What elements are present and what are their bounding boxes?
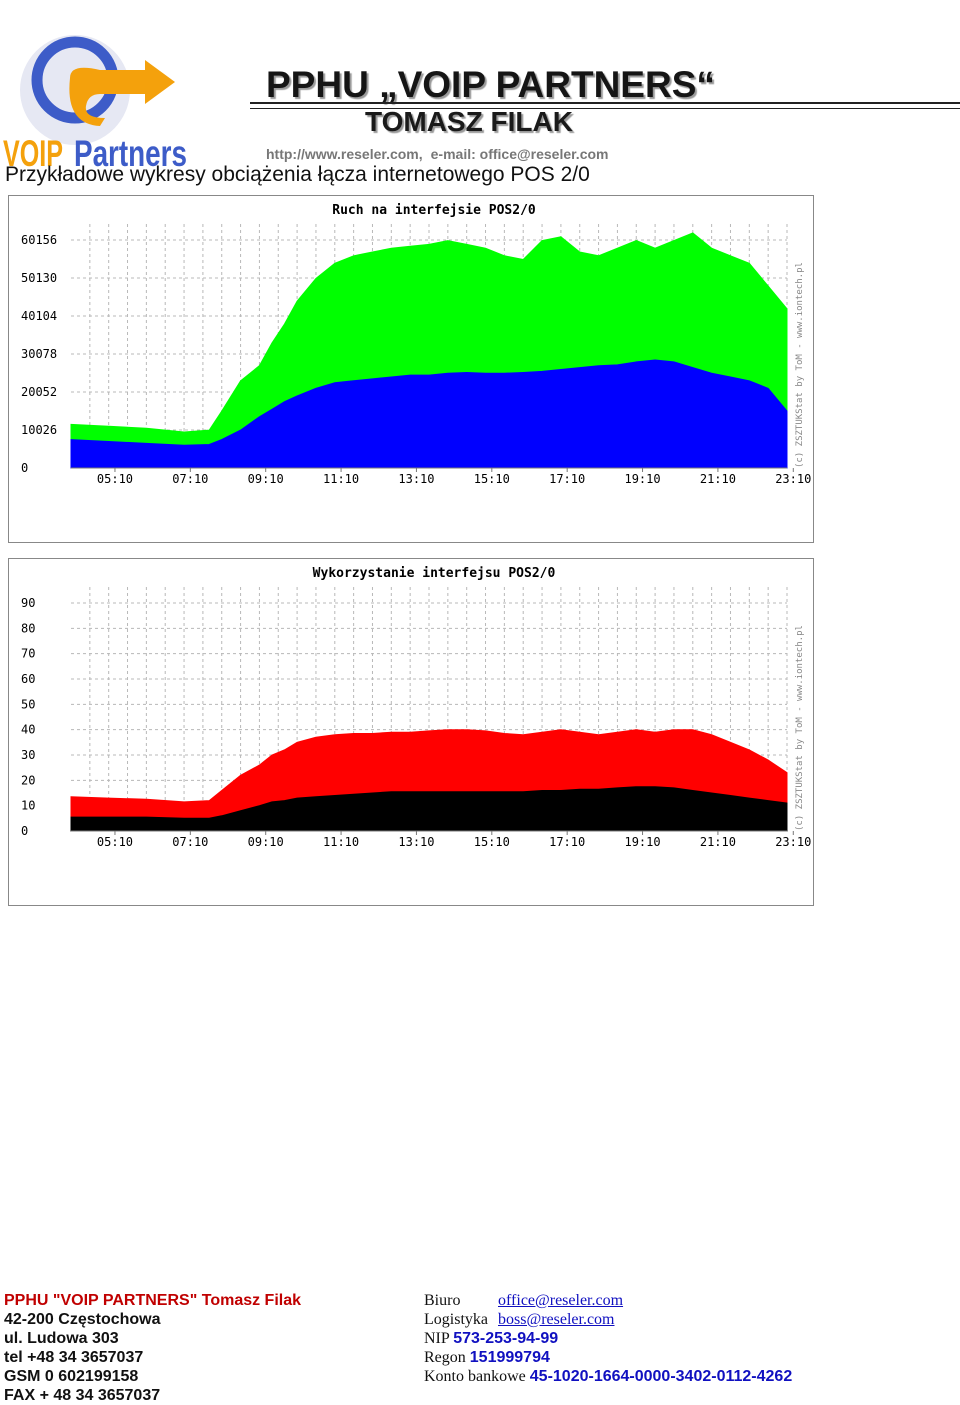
x-tick-label: 07:10 (172, 835, 208, 849)
x-tick-label: 11:10 (323, 472, 359, 486)
y-tick-label: 30 (21, 748, 35, 762)
traffic-chart-panel: Ruch na interfejsie POS2/0 0 10026 20052 300… (8, 195, 814, 543)
footer-address: PPHU "VOIP PARTNERS" Tomasz Filak 42-200… (4, 1291, 301, 1405)
footer-regon-label: Regon (424, 1349, 466, 1366)
x-tick-label: 21:10 (700, 472, 736, 486)
y-tick-label: 80 (21, 621, 35, 635)
y-tick-label: 70 (21, 647, 35, 661)
y-tick-label: 50130 (21, 271, 57, 285)
x-tick-label: 07:10 (172, 472, 208, 486)
header-email-link[interactable]: e-mail: office@reseler.com (430, 146, 609, 162)
y-tick-label: 20 (21, 773, 35, 787)
footer-company: PPHU "VOIP PARTNERS" Tomasz Filak (4, 1292, 302, 1309)
chart-title: Ruch na interfejsie POS2/0 (332, 203, 536, 218)
footer-fax: FAX + 48 34 3657037 (4, 1387, 161, 1404)
y-tick-label: 60 (21, 672, 35, 686)
x-tick-label: 17:10 (549, 472, 585, 486)
page-subtitle: Przykładowe wykresy obciążenia łącza int… (5, 163, 590, 186)
x-tick-label: 23:10 (775, 472, 811, 486)
x-tick-label: 13:10 (398, 472, 434, 486)
y-tick-label: 20052 (21, 385, 57, 399)
chart-watermark: (c) ZSZTUKStat by ToM - www.iontech.pl (795, 262, 805, 468)
x-tick-label: 05:10 (97, 472, 133, 486)
y-tick-label: 40 (21, 723, 35, 737)
footer-biuro-label: Biuro (424, 1292, 461, 1309)
y-tick-label: 90 (21, 596, 35, 610)
x-tick-label: 15:10 (474, 835, 510, 849)
utilization-chart-panel: Wykorzystanie interfejsu POS2/0 0 10 20 30 40… (8, 558, 814, 906)
footer-konto: 45-1020-1664-0000-3402-0112-4262 (529, 1368, 793, 1385)
x-tick-label: 17:10 (549, 835, 585, 849)
svg-text:Partners: Partners (74, 133, 187, 173)
footer-biuro-email[interactable]: office@reseler.com (498, 1292, 624, 1309)
footer-logistyka-label: Logistyka (424, 1311, 488, 1328)
x-tick-label: 15:10 (474, 472, 510, 486)
x-tick-label: 19:10 (624, 472, 660, 486)
footer-street: ul. Ludowa 303 (4, 1330, 119, 1347)
footer-konto-label: Konto bankowe (424, 1368, 526, 1385)
y-tick-label: 60156 (21, 233, 57, 247)
header-contact: http://www.reseler.com, e-mail: office@re… (266, 146, 608, 162)
y-tick-label: 0 (21, 824, 28, 838)
footer-regon: 151999794 (469, 1349, 550, 1366)
header-owner-name: TOMASZ FILAK (365, 106, 573, 137)
footer-contacts: Biuro office@reseler.com Logistyka boss@re… (424, 1291, 792, 1386)
footer-tel: tel +48 34 3657037 (4, 1349, 144, 1366)
series-area-1 (70, 786, 788, 832)
footer-gsm: GSM 0 602199158 (4, 1368, 139, 1385)
series-area-1 (70, 359, 788, 469)
y-tick-label: 10 (21, 799, 35, 813)
y-tick-label: 10026 (21, 423, 57, 437)
x-tick-label: 09:10 (248, 472, 284, 486)
header-url-link[interactable]: http://www.reseler.com, (266, 146, 423, 162)
x-tick-label: 21:10 (700, 835, 736, 849)
footer-nip-label: NIP (424, 1330, 450, 1347)
footer-city: 42-200 Częstochowa (4, 1311, 161, 1328)
x-tick-label: 23:10 (775, 835, 811, 849)
footer-logistyka-email[interactable]: boss@reseler.com (498, 1311, 615, 1328)
x-tick-label: 13:10 (398, 835, 434, 849)
header-divider (250, 102, 960, 109)
traffic-chart: Ruch na interfejsie POS2/0 0 10026 20052 300… (21, 203, 811, 486)
utilization-chart: Wykorzystanie interfejsu POS2/0 0 10 20 30 40… (21, 566, 811, 849)
y-tick-label: 0 (21, 461, 28, 475)
x-tick-label: 09:10 (248, 835, 284, 849)
y-tick-label: 50 (21, 697, 35, 711)
header-title: PPHU „VOIP PARTNERS“ (266, 64, 715, 105)
svg-text:VOIP: VOIP (3, 133, 63, 173)
voip-partners-logo: VOIP Partners (3, 35, 187, 173)
chart-title: Wykorzystanie interfejsu POS2/0 (313, 566, 556, 581)
x-tick-label: 19:10 (624, 835, 660, 849)
x-tick-label: 05:10 (97, 835, 133, 849)
y-tick-label: 30078 (21, 347, 57, 361)
y-tick-label: 40104 (21, 309, 57, 323)
x-tick-label: 11:10 (323, 835, 359, 849)
footer-nip: 573-253-94-99 (453, 1330, 559, 1347)
chart-watermark: (c) ZSZTUKStat by ToM - www.iontech.pl (795, 625, 805, 831)
